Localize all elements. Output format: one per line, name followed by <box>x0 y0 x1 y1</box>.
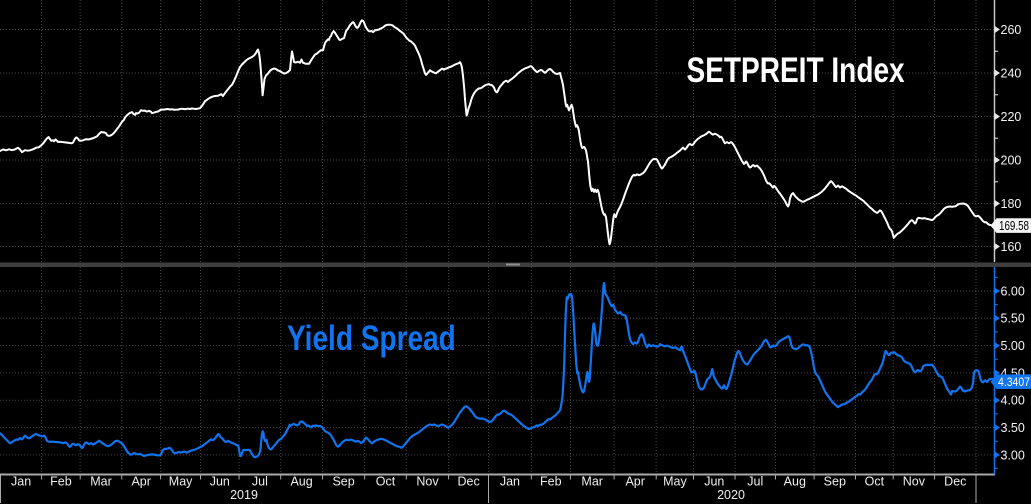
svg-text:Mar: Mar <box>581 475 603 489</box>
svg-text:2019: 2019 <box>230 488 258 502</box>
svg-text:Sep: Sep <box>332 475 354 489</box>
svg-text:220: 220 <box>1001 110 1022 124</box>
svg-text:240: 240 <box>1001 66 1022 80</box>
svg-text:Mar: Mar <box>90 475 112 489</box>
svg-text:5.00: 5.00 <box>1001 339 1025 353</box>
svg-text:Jan: Jan <box>500 475 520 489</box>
svg-text:Nov: Nov <box>416 475 439 489</box>
svg-text:Jul: Jul <box>747 475 763 489</box>
svg-text:Jun: Jun <box>704 475 724 489</box>
svg-text:4.3407: 4.3407 <box>998 375 1030 389</box>
svg-text:SETPREIT Index: SETPREIT Index <box>687 50 905 90</box>
svg-text:Dec: Dec <box>944 475 966 489</box>
svg-text:Oct: Oct <box>865 475 885 489</box>
svg-text:Aug: Aug <box>290 475 312 489</box>
svg-text:2020: 2020 <box>717 488 745 502</box>
svg-text:3.00: 3.00 <box>1001 448 1025 462</box>
svg-text:Aug: Aug <box>784 475 806 489</box>
svg-text:5.50: 5.50 <box>1001 312 1025 326</box>
svg-text:Feb: Feb <box>50 475 72 489</box>
svg-text:6.00: 6.00 <box>1001 284 1025 298</box>
svg-text:169.58: 169.58 <box>999 219 1029 233</box>
svg-text:Oct: Oct <box>376 475 396 489</box>
svg-text:Jan: Jan <box>11 475 31 489</box>
svg-text:May: May <box>663 475 687 489</box>
svg-text:4.00: 4.00 <box>1001 394 1025 408</box>
svg-text:Apr: Apr <box>131 475 150 489</box>
svg-text:Feb: Feb <box>540 475 562 489</box>
svg-text:Nov: Nov <box>903 475 926 489</box>
svg-text:3.50: 3.50 <box>1001 421 1025 435</box>
svg-text:Sep: Sep <box>824 475 846 489</box>
svg-text:Apr: Apr <box>625 475 644 489</box>
svg-text:200: 200 <box>1001 153 1022 167</box>
svg-text:180: 180 <box>1001 197 1022 211</box>
svg-text:260: 260 <box>1001 23 1022 37</box>
svg-text:Dec: Dec <box>457 475 479 489</box>
svg-text:Jun: Jun <box>210 475 230 489</box>
svg-text:160: 160 <box>1001 240 1022 254</box>
svg-text:Yield Spread: Yield Spread <box>287 318 456 358</box>
svg-text:May: May <box>169 475 193 489</box>
svg-text:Jul: Jul <box>252 475 268 489</box>
